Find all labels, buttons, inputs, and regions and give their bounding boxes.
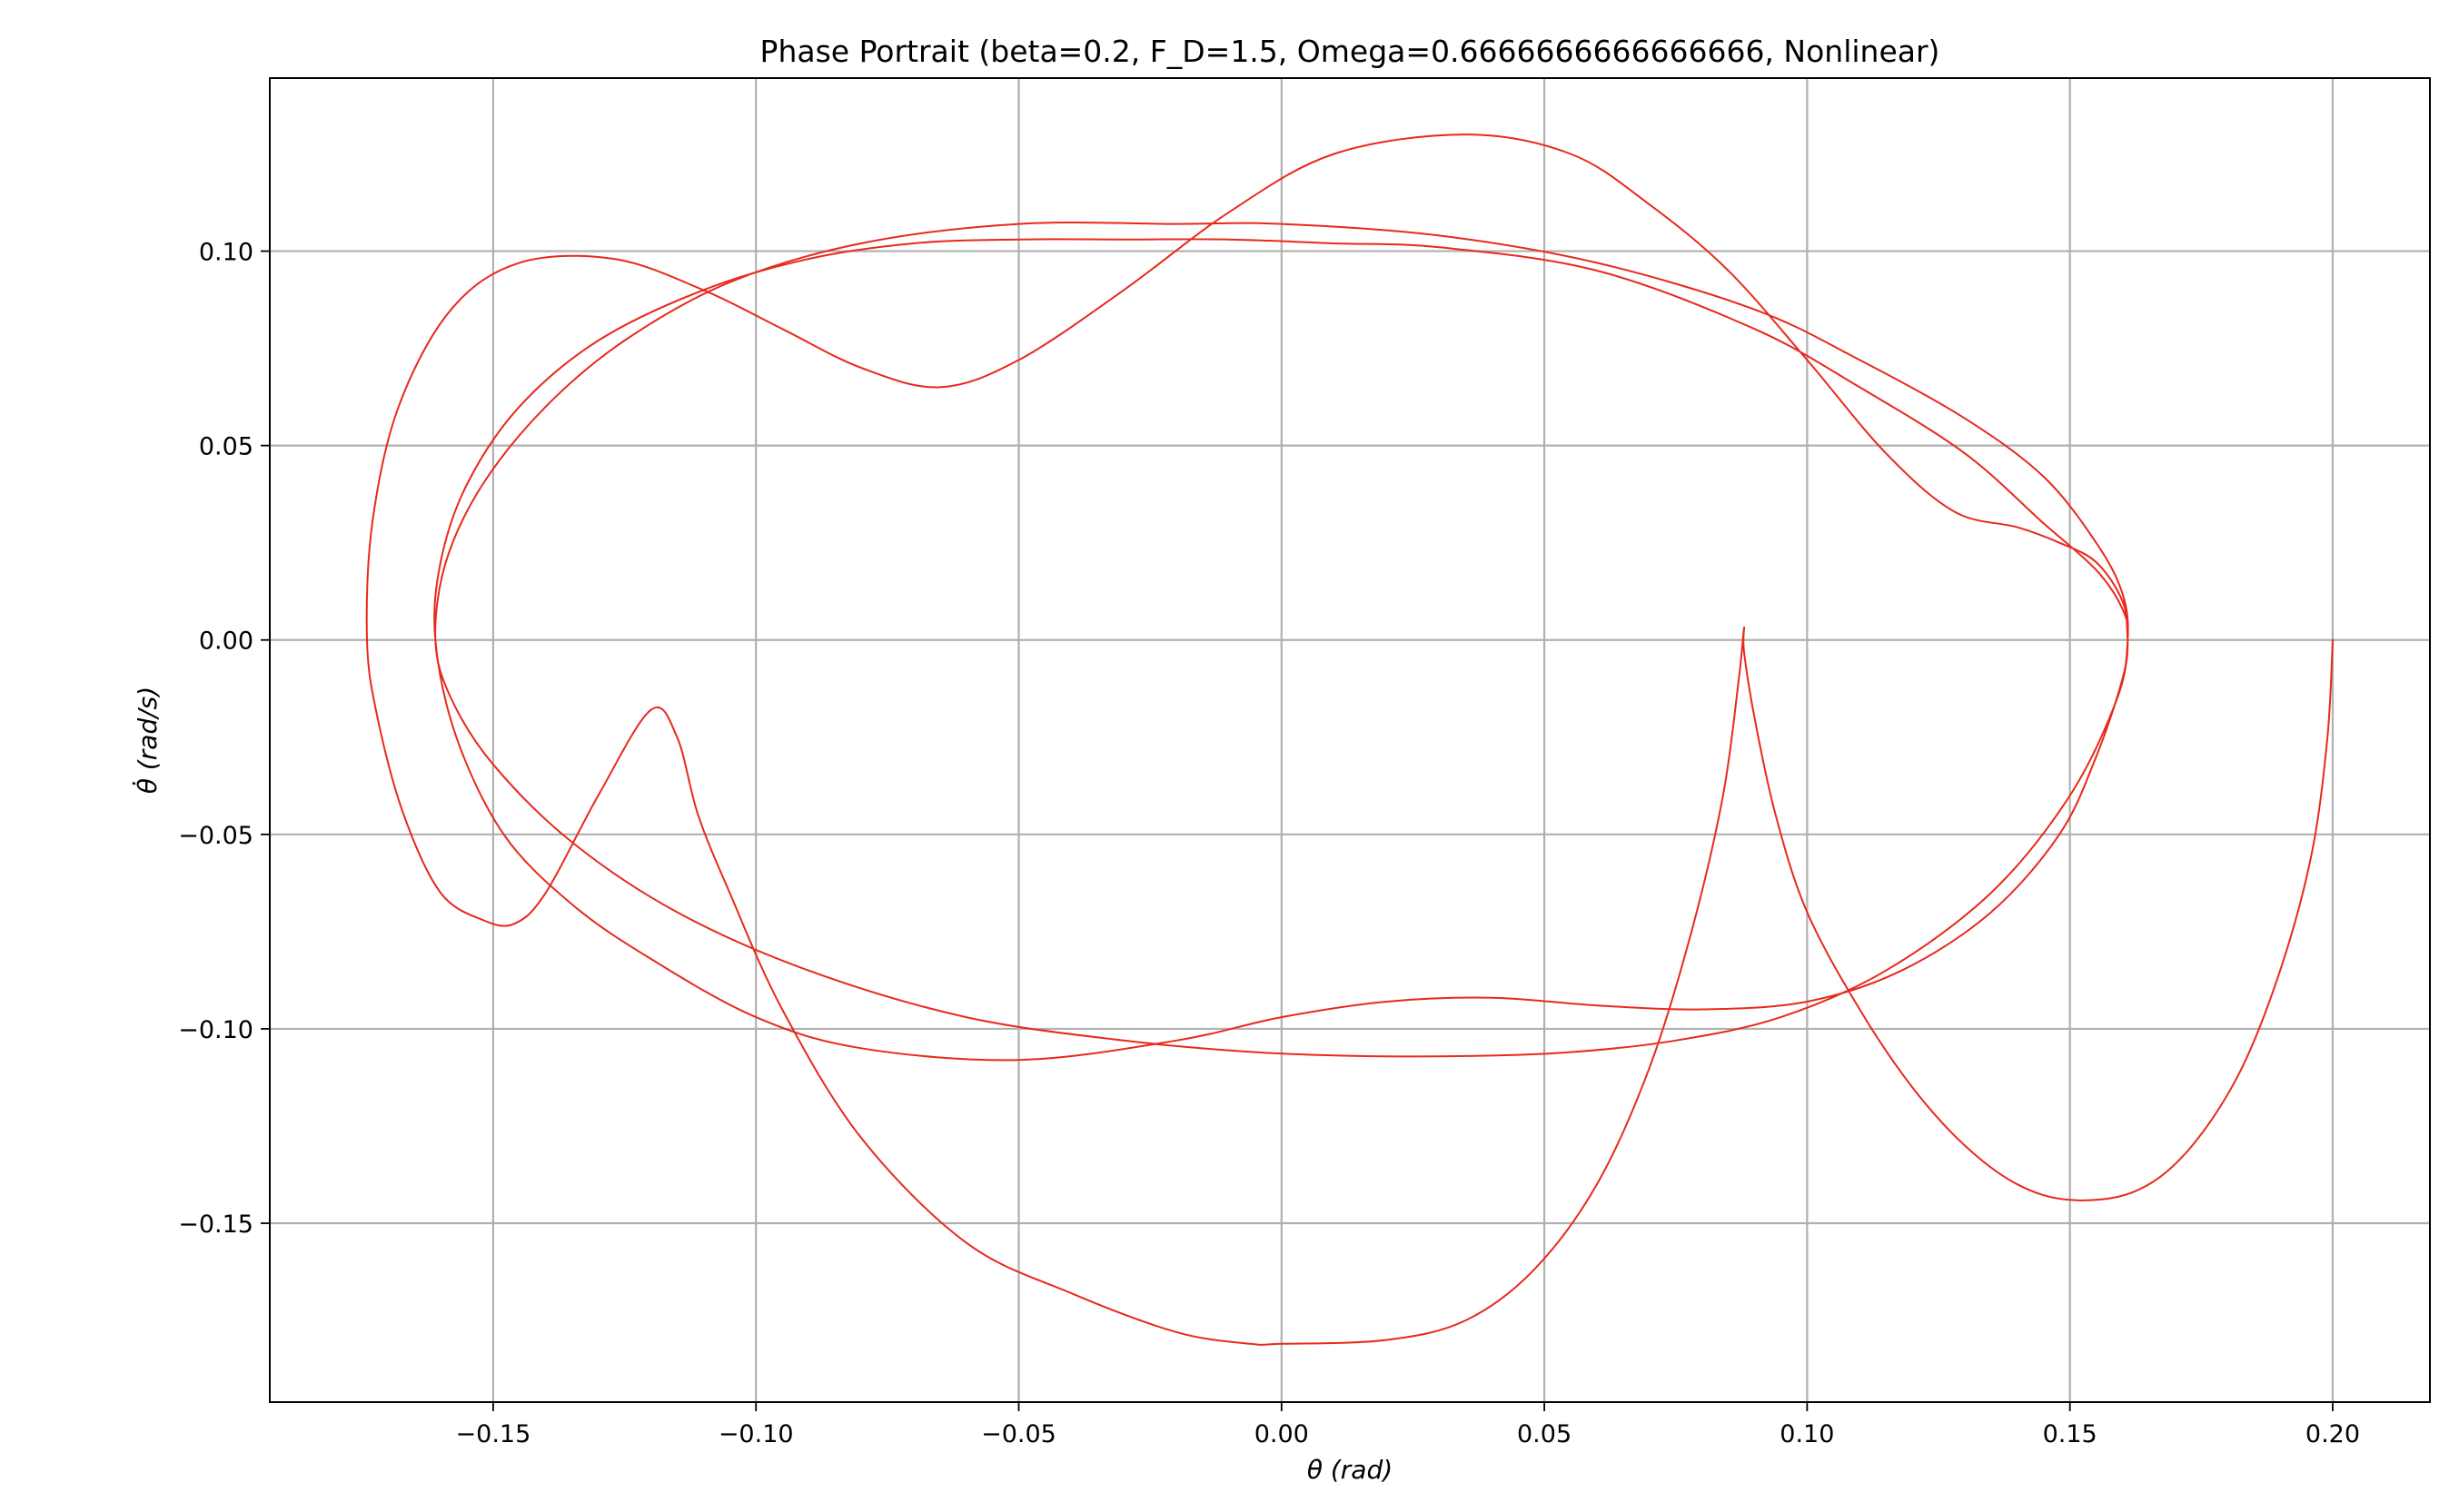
grid: [270, 78, 2430, 1402]
trajectory-line: [365, 133, 2334, 1346]
x-tick-label: −0.15: [456, 1420, 531, 1448]
y-axis-label: θ̇ (rad/s): [132, 687, 163, 794]
y-tick-label: 0.10: [199, 239, 253, 267]
y-tick-label: −0.05: [178, 822, 253, 850]
x-tick-label: 0.05: [1517, 1420, 1572, 1448]
chart-title: Phase Portrait (beta=0.2, F_D=1.5, Omega…: [760, 34, 1940, 69]
x-axis-ticks: −0.15 −0.10 −0.05 0.00 0.05 0.10 0.15 0.20: [456, 1402, 2360, 1448]
y-tick-label: 0.05: [199, 433, 253, 461]
y-tick-label: 0.00: [199, 628, 253, 656]
x-tick-label: 0.00: [1254, 1420, 1309, 1448]
x-axis-label: θ (rad): [1307, 1455, 1393, 1485]
x-tick-label: 0.15: [2043, 1420, 2097, 1448]
plot-frame: [269, 77, 2431, 1403]
y-tick-label: −0.10: [178, 1016, 253, 1044]
x-tick-label: −0.05: [981, 1420, 1056, 1448]
y-axis-ticks: −0.15 −0.10 −0.05 0.00 0.05 0.10: [178, 239, 270, 1239]
x-tick-label: 0.10: [1780, 1420, 1834, 1448]
y-tick-label: −0.15: [178, 1211, 253, 1239]
x-tick-label: −0.10: [719, 1420, 794, 1448]
data-layer: [365, 133, 2334, 1346]
x-tick-label: 0.20: [2305, 1420, 2360, 1448]
